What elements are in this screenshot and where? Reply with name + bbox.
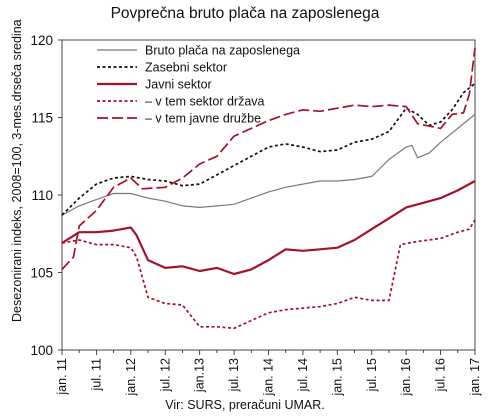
x-tick-label: jul. 14	[296, 358, 310, 392]
y-tick-label: 115	[31, 111, 53, 126]
x-tick-label: jan. 16	[399, 358, 413, 397]
x-tick-label: jan. 17	[468, 358, 482, 397]
series-line-5	[61, 47, 476, 270]
y-tick-label: 105	[30, 266, 53, 281]
series-line-3	[61, 180, 476, 276]
x-tick-label: jan.13	[193, 358, 207, 393]
legend-label: – v tem sektor država	[145, 95, 265, 109]
legend-label: Zasebni sektor	[145, 61, 227, 75]
y-tick-label: 110	[31, 188, 53, 203]
series-line-4	[61, 219, 476, 330]
x-tick-label: jul. 11	[89, 358, 103, 391]
source-note: Vir: SURS, preračuni UMAR.	[165, 398, 325, 412]
x-tick-label: jan. 12	[124, 358, 138, 397]
y-tick-label: 100	[30, 343, 53, 358]
chart-title: Povprečna bruto plača na zaposlenega	[110, 5, 380, 22]
x-tick-label: jul. 15	[365, 358, 379, 392]
x-tick-label: jan. 11	[55, 358, 69, 396]
y-tick-label: 120	[30, 33, 53, 48]
series-line-2	[61, 82, 476, 216]
legend-label: – v tem javne družbe	[145, 112, 261, 126]
legend-label: Bruto plača na zaposlenega	[145, 44, 300, 58]
x-tick-label: jul. 12	[158, 358, 172, 392]
x-tick-label: jul. 13	[227, 358, 241, 392]
x-tick-label: jul. 16	[434, 358, 448, 392]
x-tick-label: jan. 14	[262, 358, 276, 397]
x-tick-label: jan. 15	[330, 358, 344, 397]
series-line-1	[61, 113, 476, 216]
legend-label: Javni sektor	[145, 78, 212, 92]
plot-frame	[61, 39, 476, 351]
